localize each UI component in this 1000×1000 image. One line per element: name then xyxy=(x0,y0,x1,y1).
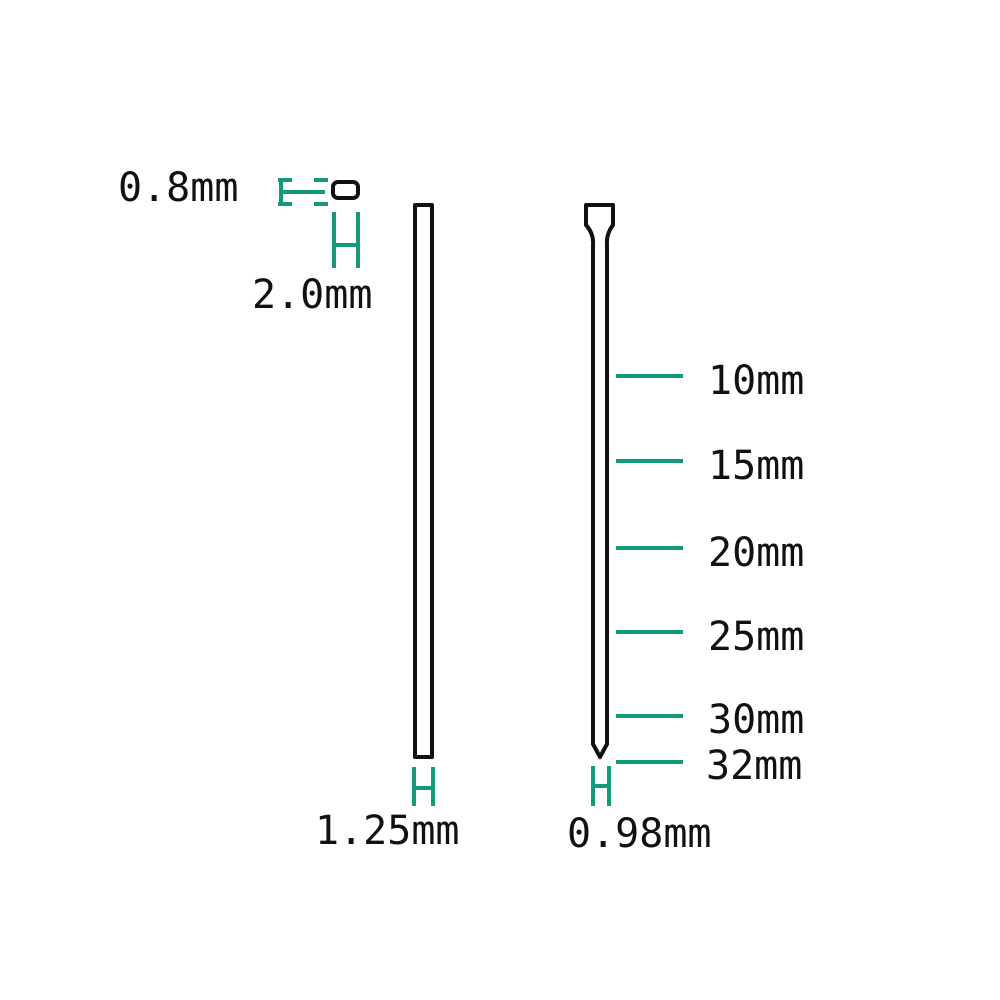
pin-nail: 0.98mm 10mm 15mm 20mm 25mm 30mm 32mm xyxy=(567,203,804,857)
length-label-32: 32mm xyxy=(706,743,802,789)
length-scale: 10mm 15mm 20mm 25mm 30mm 32mm xyxy=(616,358,804,789)
width-label: 2.0mm xyxy=(252,272,372,318)
pin-diameter-label: 0.98mm xyxy=(567,811,712,857)
length-label-20: 20mm xyxy=(708,530,804,576)
thickness-dimension-marker xyxy=(278,178,328,206)
thickness-label: 0.8mm xyxy=(118,165,238,211)
length-label-15: 15mm xyxy=(708,443,804,489)
pin-diameter-marker xyxy=(591,766,611,806)
brad-nail: 1.25mm xyxy=(315,203,460,854)
cross-section: 0.8mm 2.0mm xyxy=(118,165,372,318)
brad-diameter-label: 1.25mm xyxy=(315,808,460,854)
brad-diameter-marker xyxy=(412,767,435,806)
pin-nail-shape xyxy=(584,203,615,759)
brad-cross-section-shape xyxy=(331,180,360,200)
length-label-25: 25mm xyxy=(708,614,804,660)
length-label-30: 30mm xyxy=(708,697,804,743)
brad-nail-shape xyxy=(413,203,434,759)
width-dimension-marker xyxy=(332,212,360,268)
length-label-10: 10mm xyxy=(708,358,804,404)
